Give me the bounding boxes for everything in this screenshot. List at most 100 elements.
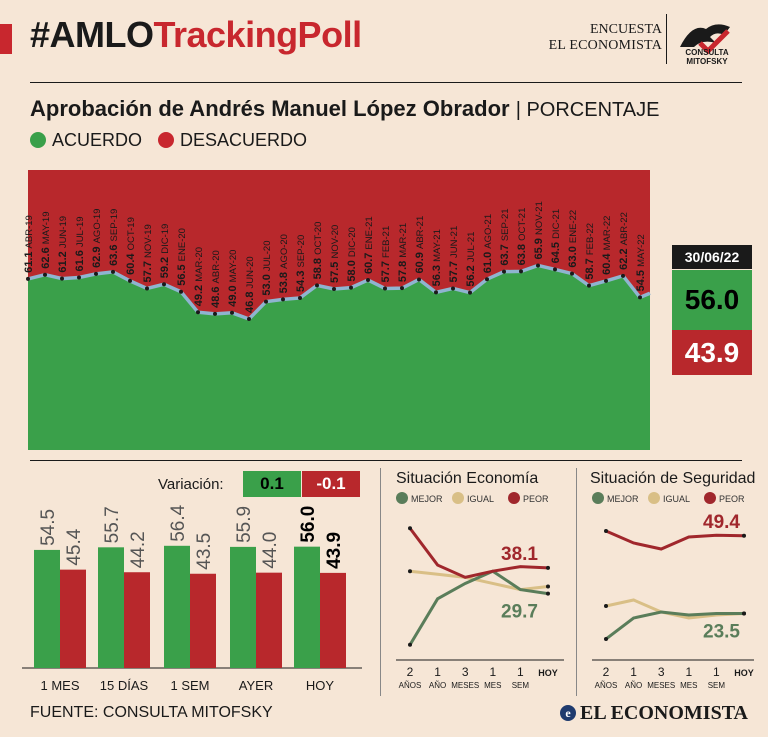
point-month: SEP-19 bbox=[109, 209, 120, 242]
legend-dot-icon bbox=[396, 492, 408, 504]
section-divider bbox=[380, 468, 381, 696]
point-month: OCT-21 bbox=[517, 208, 528, 241]
x-tick-top: HOY bbox=[538, 668, 558, 678]
point-label: 60.4 OCT-19 bbox=[125, 217, 137, 275]
section-divider bbox=[576, 468, 577, 696]
point-value: 46.8 bbox=[244, 288, 256, 312]
point-value: 57.5 bbox=[329, 259, 341, 283]
point-value: 56.3 bbox=[431, 262, 443, 286]
data-point bbox=[281, 297, 285, 302]
point-value: 62.2 bbox=[618, 245, 630, 269]
point-month: NOV-19 bbox=[143, 224, 154, 258]
series-start-dot bbox=[408, 569, 412, 574]
legend-label: MEJOR bbox=[411, 494, 443, 504]
point-label: 46.8 JUN-20 bbox=[244, 256, 256, 313]
bar-category-label: 1 MES bbox=[40, 678, 79, 693]
header-rule bbox=[30, 82, 742, 83]
data-point bbox=[94, 271, 98, 276]
point-value: 60.4 bbox=[601, 250, 613, 274]
point-value: 57.7 bbox=[448, 258, 460, 282]
bar-agree bbox=[294, 546, 320, 668]
point-label: 56.2 JUL-21 bbox=[465, 232, 477, 287]
point-month: MAR-20 bbox=[194, 247, 205, 282]
logo-caption: CONSULTA MITOFSKY bbox=[685, 48, 729, 66]
section-rule bbox=[30, 460, 742, 461]
point-label: 62.2 ABR-22 bbox=[618, 212, 630, 270]
data-point bbox=[315, 283, 319, 288]
point-label: 61.2 JUN-19 bbox=[57, 216, 69, 273]
latest-disagree-value: 43.9 bbox=[672, 330, 752, 375]
point-label: 63.7 SEP-21 bbox=[499, 208, 511, 265]
data-point bbox=[587, 283, 591, 288]
point-value: 49.2 bbox=[193, 282, 205, 306]
series-end-dot bbox=[742, 533, 746, 538]
chart-title: Aprobación de Andrés Manuel López Obrado… bbox=[30, 96, 659, 122]
series-line-peor bbox=[408, 527, 549, 579]
data-point bbox=[553, 267, 557, 272]
legend-dot-icon bbox=[452, 492, 464, 504]
legend-label: IGUAL bbox=[663, 494, 690, 504]
series-line-peor bbox=[605, 529, 745, 551]
survey-label: ENCUESTA bbox=[590, 22, 662, 37]
x-tick-top: 1 bbox=[713, 665, 720, 679]
approval-area-chart: 61.1 ABR-19 62.6 MAY-19 61.2 JUN-19 61.6 JU… bbox=[23, 170, 651, 450]
legend-label: MEJOR bbox=[607, 494, 639, 504]
x-tick-top: 3 bbox=[462, 665, 469, 679]
economy-title: Situación Economía bbox=[396, 470, 539, 487]
publisher-label: EL ECONOMISTA bbox=[548, 38, 662, 53]
point-label: 63.8 OCT-21 bbox=[516, 208, 528, 266]
point-month: AGO-21 bbox=[483, 214, 494, 249]
data-point bbox=[332, 287, 336, 291]
point-value: 60.4 bbox=[125, 250, 137, 274]
variation-agree: 0.1 bbox=[243, 471, 301, 497]
point-value: 61.0 bbox=[482, 249, 494, 273]
data-point bbox=[485, 277, 489, 282]
variation-disagree: -0.1 bbox=[302, 471, 360, 497]
point-value: 60.7 bbox=[363, 250, 375, 274]
point-month: OCT-19 bbox=[126, 217, 137, 250]
bar-disagree-label: 43.9 bbox=[324, 532, 345, 569]
point-month: SEP-21 bbox=[500, 208, 511, 241]
point-month: ENE-22 bbox=[568, 210, 579, 243]
x-tick-bottom: MES bbox=[680, 681, 697, 690]
point-label: 60.9 ABR-21 bbox=[414, 216, 426, 274]
data-point bbox=[77, 275, 81, 280]
point-value: 54.3 bbox=[295, 267, 307, 291]
x-tick-top: 1 bbox=[434, 665, 441, 679]
title-accent-bar bbox=[0, 24, 12, 54]
survey-credit: ENCUESTA EL ECONOMISTA bbox=[548, 22, 662, 54]
point-month: ABR-19 bbox=[24, 215, 35, 248]
title-red: TrackingPoll bbox=[153, 14, 363, 55]
x-tick-top: 1 bbox=[517, 665, 524, 679]
data-point bbox=[451, 286, 455, 291]
point-month: ABR-20 bbox=[211, 250, 222, 283]
series-end-dot bbox=[546, 584, 550, 589]
brand-logo: e EL ECONOMISTA bbox=[560, 702, 748, 725]
point-month: SEP-20 bbox=[296, 235, 307, 268]
point-label: 59.2 DIC-19 bbox=[159, 224, 171, 279]
mejor-value-label: 29.7 bbox=[501, 602, 538, 623]
point-month: MAY-21 bbox=[432, 229, 443, 262]
chart-title-main: Aprobación de Andrés Manuel López Obrado… bbox=[30, 96, 510, 121]
x-tick-bottom: AÑO bbox=[625, 681, 642, 690]
series-start-dot bbox=[604, 637, 608, 641]
green-dot-icon bbox=[30, 132, 46, 148]
chart-unit: | PORCENTAJE bbox=[515, 99, 660, 121]
point-month: NOV-20 bbox=[330, 225, 341, 259]
title-hashtag: #AMLO bbox=[30, 14, 154, 55]
legend-dot-icon bbox=[648, 492, 660, 504]
data-point bbox=[247, 316, 251, 321]
bar-category-label: AYER bbox=[239, 678, 273, 693]
point-month: JUL-21 bbox=[466, 232, 477, 263]
data-point bbox=[400, 286, 404, 291]
legend-dot-icon bbox=[704, 492, 716, 504]
x-tick-bottom: SEM bbox=[512, 681, 530, 690]
point-month: MAY-20 bbox=[228, 250, 239, 283]
point-label: 57.8 MAR-21 bbox=[397, 223, 409, 282]
mejor-value-label: 23.5 bbox=[703, 622, 740, 643]
bar-disagree bbox=[256, 572, 282, 668]
mitofsky-logo-icon bbox=[680, 24, 730, 55]
data-point bbox=[638, 295, 642, 300]
data-point bbox=[468, 290, 472, 295]
bar-agree bbox=[98, 547, 124, 668]
